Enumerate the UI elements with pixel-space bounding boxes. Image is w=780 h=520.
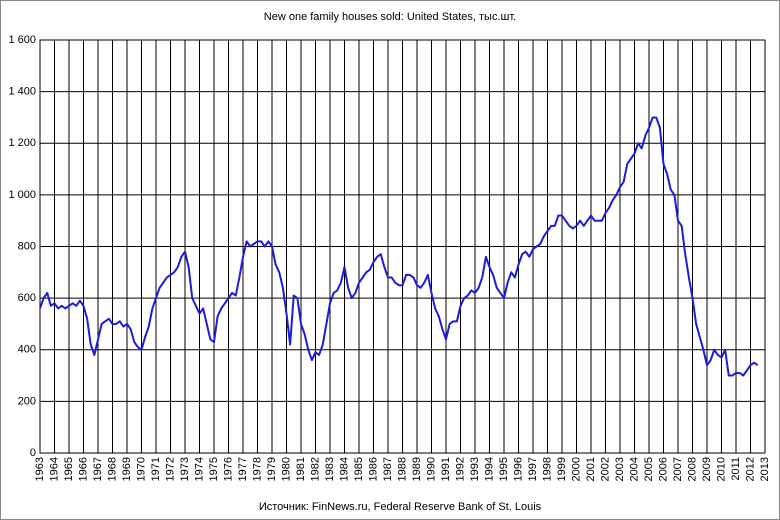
- x-tick-label: 1965: [63, 457, 75, 481]
- x-tick-label: 2013: [759, 457, 771, 481]
- x-tick-label: 1994: [483, 457, 495, 481]
- x-tick-label: 2009: [701, 457, 713, 481]
- x-tick-label: 1984: [338, 457, 350, 481]
- y-tick-label: 1 200: [8, 137, 36, 149]
- x-tick-label: 2005: [643, 457, 655, 481]
- x-tick-label: 2007: [672, 457, 684, 481]
- x-tick-label: 1987: [382, 457, 394, 481]
- x-tick-label: 1990: [425, 457, 437, 481]
- x-tick-label: 2006: [657, 457, 669, 481]
- plot-border: [39, 39, 766, 454]
- x-tick-label: 1998: [541, 457, 553, 481]
- y-tick-label: 800: [18, 240, 36, 252]
- x-tick-label: 2010: [715, 457, 727, 481]
- x-tick-label: 1964: [48, 457, 60, 481]
- x-tick-label: 1997: [527, 457, 539, 481]
- x-tick-label: 1999: [556, 457, 568, 481]
- x-tick-label: 1995: [498, 457, 510, 481]
- x-tick-label: 1988: [396, 457, 408, 481]
- x-tick-label: 2008: [686, 457, 698, 481]
- x-tick-label: 1978: [251, 457, 263, 481]
- x-tick-label: 1968: [106, 457, 118, 481]
- y-tick-label: 0: [30, 447, 36, 459]
- x-tick-label: 1976: [222, 457, 234, 481]
- x-tick-label: 2011: [730, 457, 742, 481]
- x-tick-label: 1970: [135, 457, 147, 481]
- x-tick-label: 1972: [164, 457, 176, 481]
- x-tick-label: 2012: [744, 457, 756, 481]
- y-tick-label: 1 400: [8, 86, 36, 98]
- y-tick-label: 600: [18, 292, 36, 304]
- x-tick-label: 2004: [628, 457, 640, 481]
- x-tick-label: 1993: [469, 457, 481, 481]
- x-tick-label: 1980: [280, 457, 292, 481]
- x-tick-label: 1981: [295, 457, 307, 481]
- x-tick-label: 1977: [237, 457, 249, 481]
- y-tick-label: 1 600: [8, 34, 36, 46]
- x-tick-label: 2002: [599, 457, 611, 481]
- x-tick-label: 1983: [324, 457, 336, 481]
- x-tick-label: 1967: [92, 457, 104, 481]
- x-tick-label: 1979: [266, 457, 278, 481]
- x-tick-label: 1969: [121, 457, 133, 481]
- x-tick-label: 1986: [367, 457, 379, 481]
- x-tick-label: 1991: [440, 457, 452, 481]
- data-line: [39, 116, 759, 377]
- x-tick-label: 1973: [179, 457, 191, 481]
- x-tick-label: 2001: [585, 457, 597, 481]
- x-tick-label: 1985: [353, 457, 365, 481]
- x-tick-label: 1971: [150, 457, 162, 481]
- x-tick-label: 1966: [77, 457, 89, 481]
- y-tick-label: 200: [18, 395, 36, 407]
- x-tick-label: 2003: [614, 457, 626, 481]
- x-tick-label: 1975: [208, 457, 220, 481]
- y-tick-label: 1 000: [8, 189, 36, 201]
- x-tick-label: 1996: [512, 457, 524, 481]
- y-tick-label: 400: [18, 344, 36, 356]
- chart-title: New one family houses sold: United State…: [264, 11, 516, 23]
- x-tick-label: 1989: [411, 457, 423, 481]
- x-tick-label: 1963: [34, 457, 46, 481]
- x-tick-label: 2000: [570, 457, 582, 481]
- x-tick-label: 1974: [193, 457, 205, 481]
- source-note: Источник: FinNews.ru, Federal Reserve Ba…: [259, 501, 542, 513]
- x-tick-label: 1982: [309, 457, 321, 481]
- x-tick-label: 1992: [454, 457, 466, 481]
